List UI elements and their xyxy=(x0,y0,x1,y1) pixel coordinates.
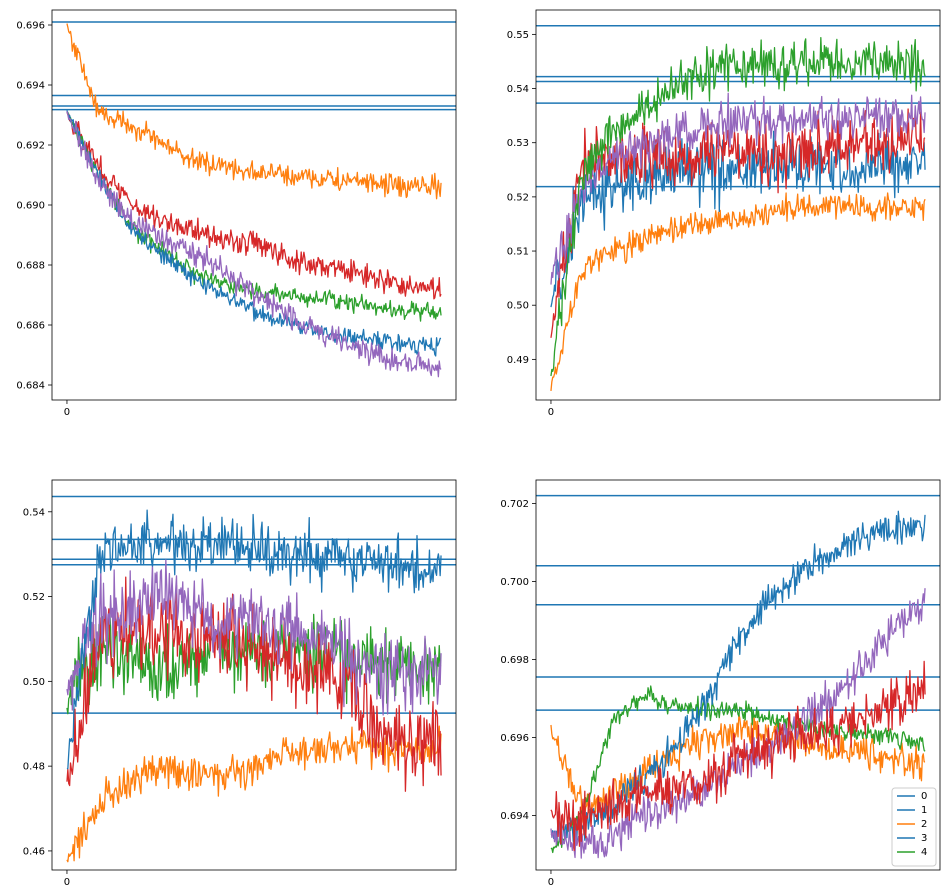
y-tick-label-3-2: 0.698 xyxy=(500,655,529,666)
series-line-3-1 xyxy=(550,685,926,854)
subplot-0: 0.696 0.694 0.692 0.690 0.688 0.686 0.684 0 xyxy=(16,9,457,418)
series-line-3-3 xyxy=(550,588,926,859)
legend: 0 1 2 3 4 xyxy=(891,787,937,867)
axes-frame-2 xyxy=(51,479,457,871)
y-tick-label-0-4: 0.688 xyxy=(16,261,45,272)
series-line-1-2 xyxy=(550,108,926,338)
y-tick-label-1-2: 0.53 xyxy=(507,138,529,149)
y-tick-label-0-3: 0.690 xyxy=(16,201,45,212)
y-tick-label-2-0: 0.54 xyxy=(23,507,45,518)
y-tick-label-1-1: 0.54 xyxy=(507,84,529,95)
x-tick-label-2-0: 0 xyxy=(64,877,70,888)
y-tick-label-1-4: 0.51 xyxy=(507,247,529,258)
series-line-1-4 xyxy=(550,37,926,377)
y-tick-label-3-1: 0.700 xyxy=(500,577,529,588)
x-tick-label-3-0: 0 xyxy=(548,877,554,888)
series-line-2-4 xyxy=(66,509,442,770)
legend-label-2: 2 xyxy=(921,819,927,830)
series-line-0-4 xyxy=(66,111,442,378)
legend-label-3: 3 xyxy=(921,833,927,844)
plot-area-3 xyxy=(536,494,940,859)
y-tick-label-1-3: 0.52 xyxy=(507,192,529,203)
y-tick-label-0-5: 0.686 xyxy=(16,321,45,332)
y-tick-label-0-6: 0.684 xyxy=(16,381,45,392)
y-tick-label-1-6: 0.49 xyxy=(507,355,529,366)
y-tick-label-0-1: 0.694 xyxy=(16,81,45,92)
subplot-2: 0.54 0.52 0.50 0.48 0.46 0 xyxy=(23,479,457,888)
x-tick-label-1-0: 0 xyxy=(548,407,554,418)
series-line-2-3 xyxy=(66,559,442,716)
y-tick-label-2-4: 0.46 xyxy=(23,846,45,857)
legend-label-4: 4 xyxy=(921,847,927,858)
axes-frame-3 xyxy=(535,479,941,871)
series-line-1-3 xyxy=(550,92,926,285)
y-tick-label-1-5: 0.50 xyxy=(507,301,529,312)
series-line-0-0 xyxy=(66,23,442,200)
plot-area-0 xyxy=(52,21,456,378)
axes-frame-1 xyxy=(535,9,941,401)
y-tick-label-3-0: 0.702 xyxy=(500,499,529,510)
series-line-0-3 xyxy=(66,110,442,357)
legend-label-0: 0 xyxy=(921,791,927,802)
series-line-1-0 xyxy=(550,192,926,392)
legend-label-1: 1 xyxy=(921,805,927,816)
subplot-3: 0.702 0.700 0.698 0.696 0.694 0 0 1 2 3 4 xyxy=(500,479,941,888)
legend-box xyxy=(891,787,937,867)
series-line-2-0 xyxy=(66,725,442,863)
y-tick-label-0-0: 0.696 xyxy=(16,21,45,32)
y-tick-label-3-4: 0.694 xyxy=(500,811,529,822)
y-tick-label-0-2: 0.692 xyxy=(16,141,45,152)
x-tick-label-0-0: 0 xyxy=(64,407,70,418)
subplot-1: 0.55 0.54 0.53 0.52 0.51 0.50 0.49 0 xyxy=(507,9,941,418)
y-tick-label-2-2: 0.50 xyxy=(23,677,45,688)
y-tick-label-3-3: 0.696 xyxy=(500,733,529,744)
plot-area-1 xyxy=(536,24,940,392)
y-tick-label-2-3: 0.48 xyxy=(23,762,45,773)
series-line-0-1 xyxy=(66,111,442,300)
y-tick-label-1-0: 0.55 xyxy=(507,30,529,41)
y-tick-label-2-1: 0.52 xyxy=(23,592,45,603)
plot-area-2 xyxy=(52,495,456,863)
series-line-3-4 xyxy=(550,660,926,852)
